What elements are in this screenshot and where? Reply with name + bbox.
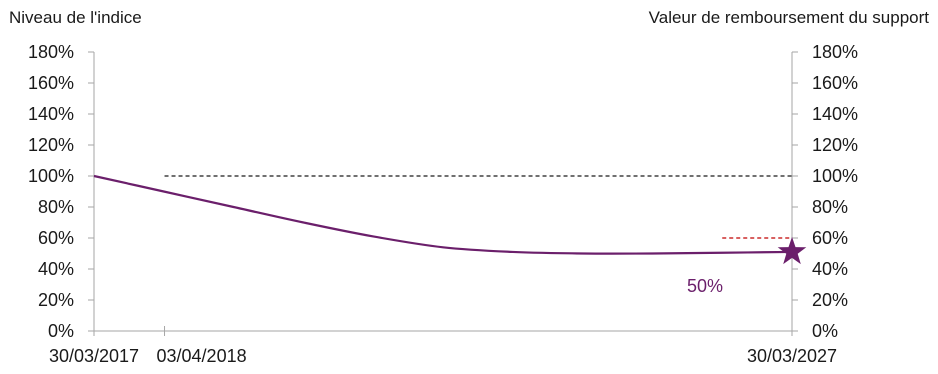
y-tick-label-left: 140% [28, 104, 74, 124]
y-tick-label-left: 40% [38, 259, 74, 279]
x-tick-label: 03/04/2018 [157, 346, 247, 366]
y-tick-label-right: 80% [812, 197, 848, 217]
y-tick-label-right: 120% [812, 135, 858, 155]
y-tick-label-right: 0% [812, 321, 838, 341]
y-tick-label-left: 20% [38, 290, 74, 310]
redemption-value-annotation: 50% [687, 276, 723, 296]
y-tick-label-right: 60% [812, 228, 848, 248]
y-tick-label-left: 180% [28, 42, 74, 62]
y-axis-left-title: Niveau de l'indice [9, 8, 142, 27]
y-tick-label-right: 140% [812, 104, 858, 124]
y-tick-label-right: 20% [812, 290, 848, 310]
y-tick-label-left: 80% [38, 197, 74, 217]
x-tick-label: 30/03/2027 [747, 346, 837, 366]
y-tick-label-right: 40% [812, 259, 848, 279]
y-tick-label-left: 120% [28, 135, 74, 155]
y-tick-label-right: 160% [812, 73, 858, 93]
y-axis-right-title: Valeur de remboursement du support [648, 8, 929, 27]
y-tick-label-right: 100% [812, 166, 858, 186]
index-level-line [93, 174, 793, 255]
y-tick-label-right: 180% [812, 42, 858, 62]
x-tick-label: 30/03/2017 [49, 346, 139, 366]
y-tick-label-left: 60% [38, 228, 74, 248]
y-tick-label-left: 100% [28, 166, 74, 186]
redemption-star-marker [777, 236, 807, 265]
y-tick-label-left: 0% [48, 321, 74, 341]
y-tick-label-left: 160% [28, 73, 74, 93]
